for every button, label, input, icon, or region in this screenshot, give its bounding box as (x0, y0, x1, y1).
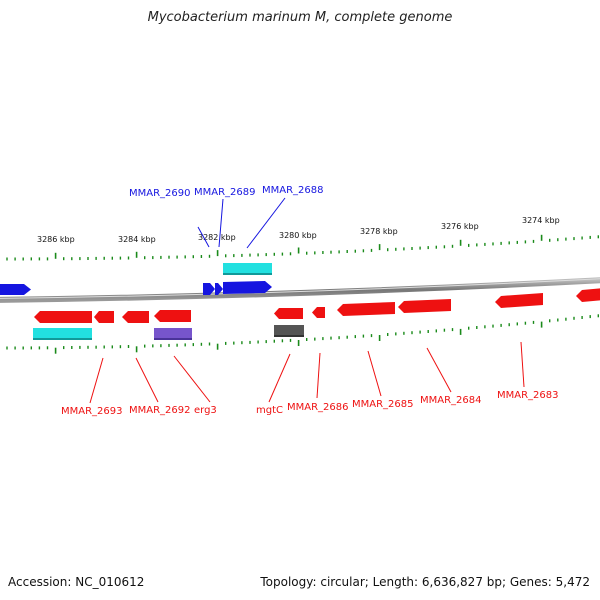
top-gene-labels: MMAR_2690 MMAR_2689 MMAR_2688 (129, 185, 324, 249)
gene-arrow-forward[interactable] (215, 283, 223, 295)
gene-arrow-reverse[interactable] (122, 311, 149, 323)
gene-arrow-reverse[interactable] (312, 307, 325, 318)
cds-box-cyan[interactable] (33, 328, 92, 340)
kbp-label: 3286 kbp (37, 235, 75, 244)
gene-label[interactable]: MMAR_2684 (420, 395, 482, 406)
gene-label[interactable]: MMAR_2690 (129, 188, 191, 199)
cds-box-purple-shade (154, 338, 192, 340)
gene-label[interactable]: MMAR_2693 (61, 406, 123, 417)
genome-backbone-highlight (0, 278, 600, 299)
leader-line (268, 353, 291, 403)
cds-box-cyan-shade (223, 273, 272, 275)
gene-label[interactable]: erg3 (194, 405, 217, 416)
leader-line (89, 357, 104, 404)
kbp-label: 3278 kbp (360, 227, 398, 236)
scale-ticks-bottom (6, 314, 599, 354)
scale-ticks-top (6, 234, 599, 261)
gene-label[interactable]: MMAR_2686 (287, 402, 349, 413)
leader-line (316, 352, 321, 399)
genome-summary-text: Topology: circular; Length: 6,636,827 bp… (260, 575, 590, 589)
gene-label[interactable]: MMAR_2683 (497, 390, 559, 401)
gene-arrow-reverse[interactable] (34, 311, 92, 323)
gene-arrow-reverse[interactable] (94, 311, 114, 323)
forward-strand-genes (0, 263, 272, 295)
gene-label[interactable]: mgtC (256, 405, 283, 416)
cds-box-gray-shade (274, 335, 304, 337)
gene-arrow-forward[interactable] (223, 281, 272, 294)
kbp-label: 3276 kbp (441, 222, 479, 231)
leader-line (520, 341, 525, 388)
leader-line (173, 355, 211, 403)
gene-arrow-reverse[interactable] (274, 308, 303, 319)
kbp-label: 3282 kbp (198, 233, 236, 242)
cds-box-cyan[interactable] (223, 263, 272, 275)
gene-arrow-reverse[interactable] (337, 302, 395, 316)
leader-line (426, 347, 452, 393)
accession-text: Accession: NC_010612 (8, 575, 145, 589)
gene-arrow-reverse[interactable] (576, 288, 600, 302)
leader-line (246, 197, 286, 249)
genome-backbone (0, 277, 600, 303)
bottom-gene-labels: MMAR_2693 MMAR_2692 erg3 mgtC MMAR_2686 … (61, 341, 559, 417)
leader-line (197, 226, 210, 248)
gene-label[interactable]: MMAR_2689 (194, 187, 256, 198)
kbp-label: 3284 kbp (118, 235, 156, 244)
gene-arrow-forward[interactable] (203, 283, 215, 295)
cds-box-purple[interactable] (154, 328, 192, 340)
cds-box-cyan-shade (33, 338, 92, 340)
kbp-label: 3280 kbp (279, 231, 317, 240)
kbp-label: 3274 kbp (522, 216, 560, 225)
reverse-strand-genes (33, 288, 600, 340)
gene-arrow-reverse[interactable] (495, 293, 543, 308)
gene-label[interactable]: MMAR_2692 (129, 405, 191, 416)
gene-label[interactable]: MMAR_2688 (262, 185, 324, 196)
leader-line (367, 350, 382, 397)
leader-line (218, 198, 224, 248)
gene-arrow-reverse[interactable] (398, 299, 451, 313)
gene-arrow-forward[interactable] (0, 284, 31, 295)
cds-box-gray[interactable] (274, 325, 304, 337)
leader-line (135, 357, 159, 403)
gene-label[interactable]: MMAR_2685 (352, 399, 414, 410)
gene-arrow-reverse[interactable] (154, 310, 191, 322)
page-title: Mycobacterium marinum M, complete genome (147, 10, 453, 25)
